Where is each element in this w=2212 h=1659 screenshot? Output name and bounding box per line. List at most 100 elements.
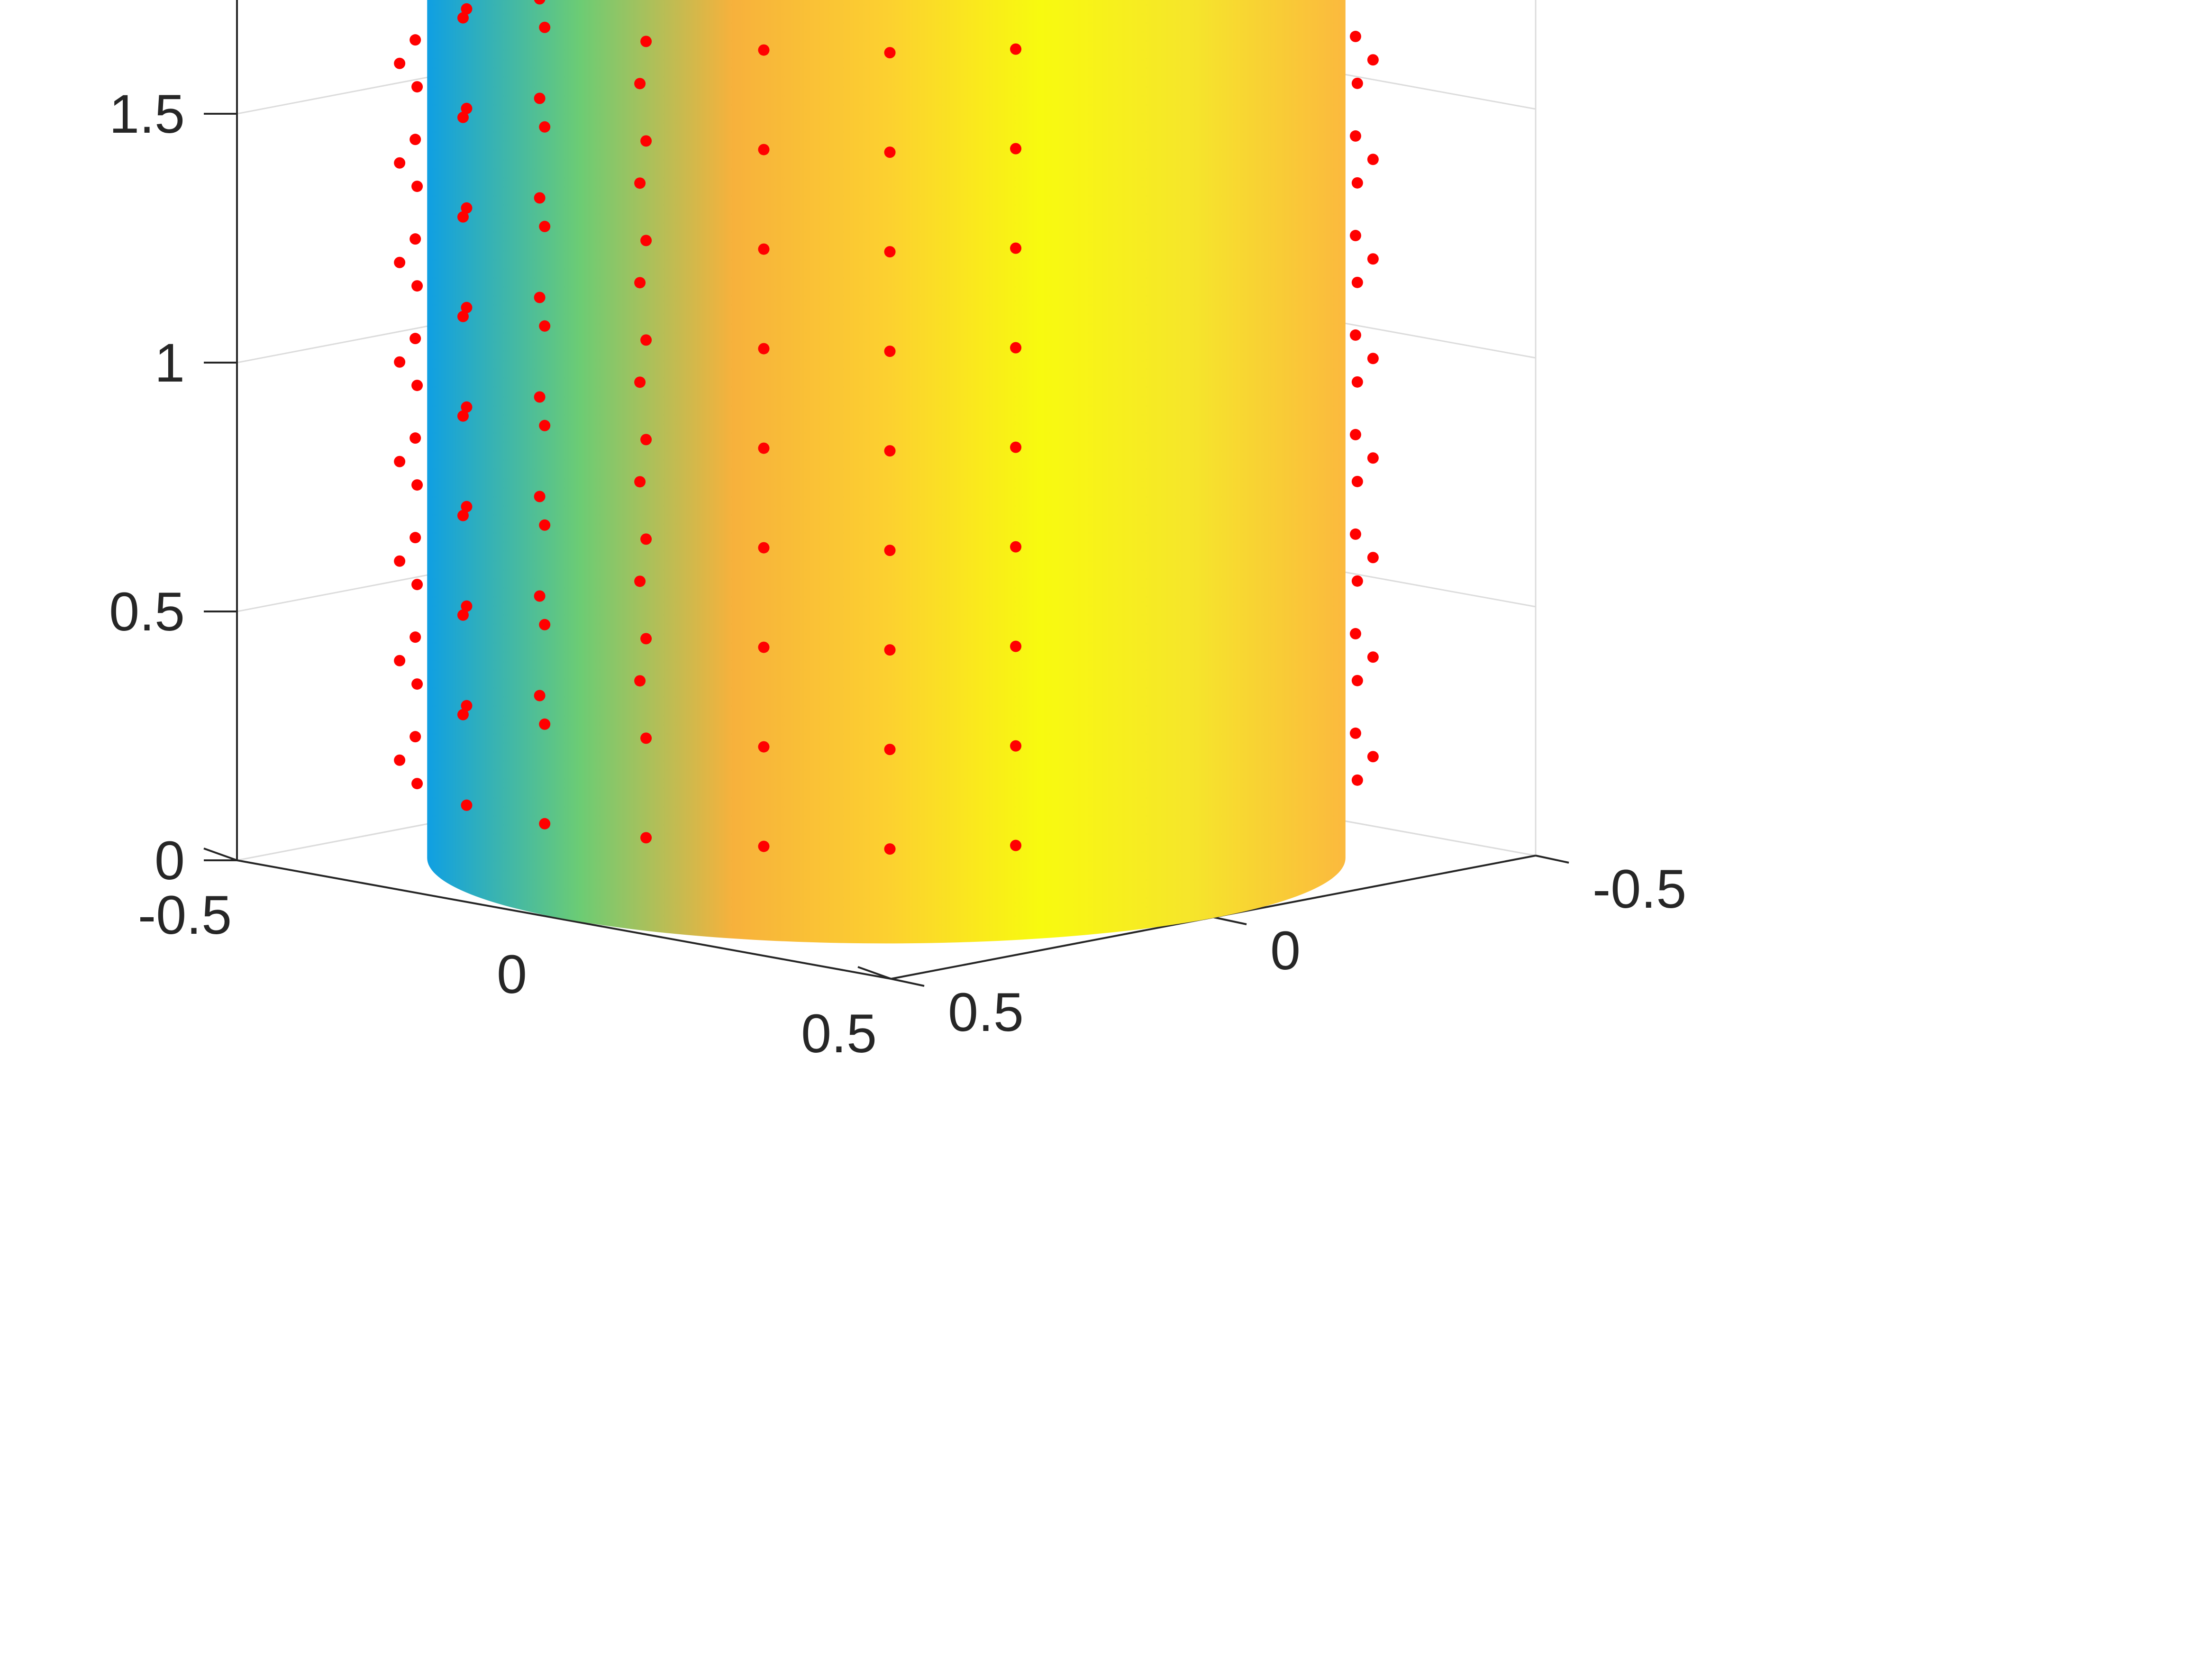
data-point [534,0,546,5]
data-point [640,434,652,446]
data-point [539,718,551,730]
tick-labels: 00.511.52-0.500.5-0.500.5 [109,84,1686,1064]
data-point [634,376,646,388]
data-point [394,456,406,467]
data-point [457,211,469,223]
data-point [394,256,406,268]
y-tick-label: -0.5 [1593,859,1686,920]
data-point [410,731,421,743]
data-point [884,744,896,756]
data-point [539,419,551,431]
data-point [539,21,551,33]
data-point [461,600,473,612]
data-point [534,192,546,204]
data-point [539,519,551,531]
data-point [534,391,546,403]
data-point [534,690,546,702]
data-point [534,92,546,104]
data-point [1351,575,1363,587]
data-point [411,280,423,292]
data-point [457,510,469,521]
data-point [461,102,473,114]
data-point [539,220,551,232]
x-tick [203,848,237,861]
data-point [539,320,551,332]
data-point [461,202,473,214]
data-point [1349,428,1361,440]
data-point [640,135,652,147]
data-point [394,157,406,169]
y-tick [1213,916,1247,925]
data-point [1367,154,1379,165]
data-point [634,675,646,687]
data-point [457,609,469,621]
data-point [1010,242,1022,254]
data-point [1349,528,1361,540]
data-point [758,144,770,155]
data-point [394,754,406,766]
data-point [1010,640,1022,652]
data-point [394,655,406,666]
data-point [884,146,896,158]
x-tick-label: 0 [497,944,527,1005]
data-point [457,310,469,322]
data-point [1351,675,1363,686]
data-point [884,545,896,556]
data-point [1349,130,1361,142]
z-tick-label: 1.5 [109,84,185,145]
data-point [884,346,896,357]
data-point [1010,541,1022,553]
data-point [1367,651,1379,663]
data-point [1010,342,1022,354]
data-point [1351,475,1363,487]
data-point [534,590,546,602]
data-point [410,532,421,544]
data-point [634,177,646,189]
data-point [640,36,652,47]
data-point [1349,329,1361,341]
data-point [461,799,473,811]
data-point [634,78,646,90]
data-point [884,445,896,457]
data-point [758,542,770,554]
data-point [411,380,423,392]
data-point [634,277,646,289]
data-point [1367,452,1379,464]
x-tick [857,966,892,980]
y-tick [891,978,925,987]
data-point [411,778,423,790]
data-point [394,555,406,567]
data-point [410,134,421,146]
data-point [411,181,423,192]
data-point [1349,727,1361,739]
data-point [640,334,652,346]
data-point [539,121,551,133]
data-point [640,533,652,545]
data-point [758,641,770,653]
z-tick-label: 0 [155,830,185,891]
data-point [457,709,469,720]
z-tick-label: 0.5 [109,582,185,642]
cylinder-surface [427,0,1346,944]
data-point [461,700,473,711]
data-point [411,579,423,591]
data-point [411,81,423,93]
data-point [1349,229,1361,241]
data-point [884,644,896,656]
data-point [1351,376,1363,388]
data-point [410,233,421,245]
y-tick [1535,855,1569,864]
data-point [410,432,421,444]
x-tick-label: -0.5 [138,885,232,946]
front-markers [394,0,1022,855]
data-point [884,246,896,258]
data-point [1349,628,1361,639]
data-point [758,741,770,753]
data-point [539,619,551,630]
data-point [1351,774,1363,786]
data-point [884,47,896,59]
data-point [1010,43,1022,55]
data-point [457,410,469,422]
data-point [1367,54,1379,66]
